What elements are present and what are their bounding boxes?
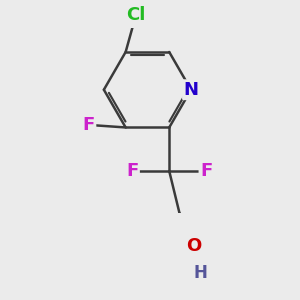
Text: N: N: [184, 81, 199, 99]
Text: F: F: [126, 162, 138, 180]
Text: F: F: [200, 162, 212, 180]
Text: O: O: [186, 237, 202, 255]
Text: Cl: Cl: [126, 6, 146, 24]
Text: H: H: [193, 264, 207, 282]
Text: F: F: [82, 116, 95, 134]
